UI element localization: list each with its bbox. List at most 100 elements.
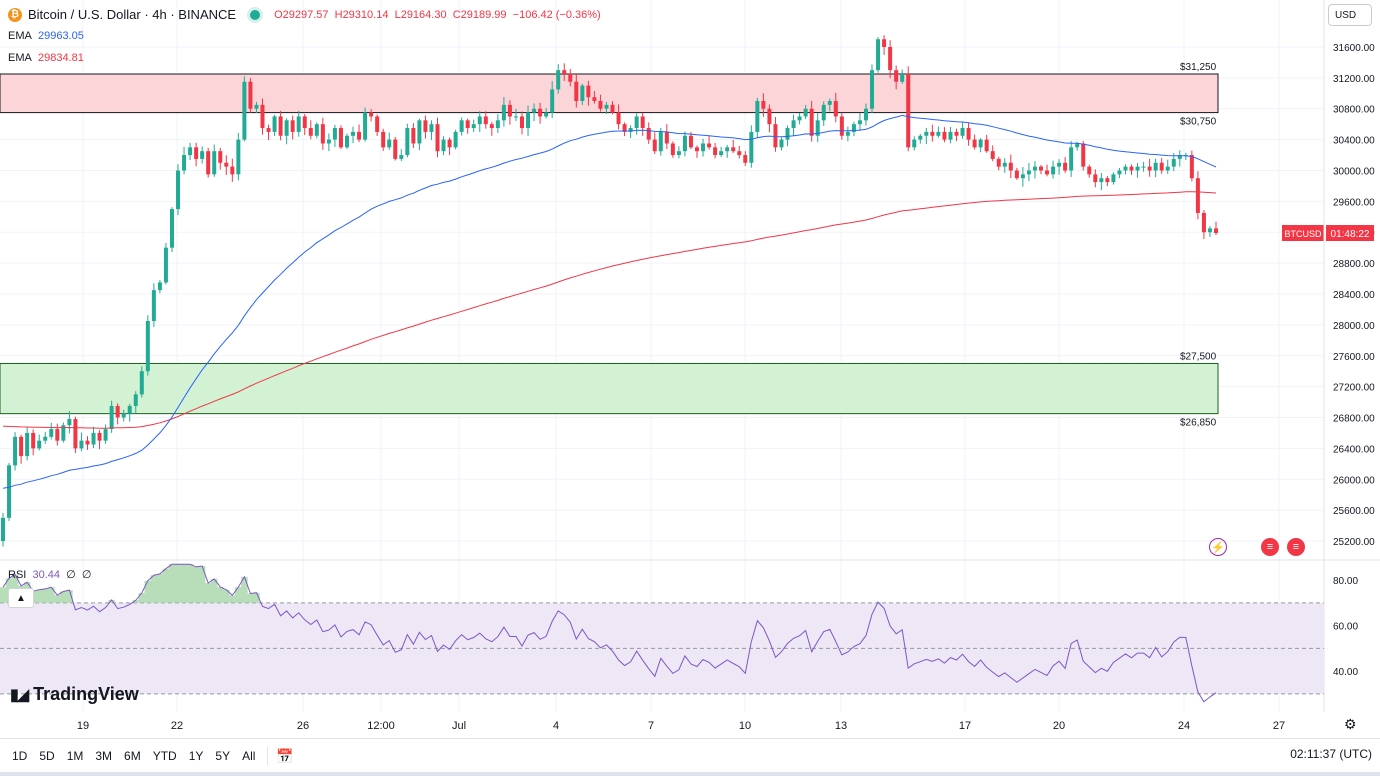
candle xyxy=(785,128,790,140)
us-flag-icon[interactable]: ≡ xyxy=(1261,538,1279,556)
candle xyxy=(670,143,675,156)
timeframe-1m[interactable]: 1M xyxy=(66,749,84,763)
candle xyxy=(761,101,766,109)
y-tick-label: 30000.00 xyxy=(1333,166,1375,177)
candle xyxy=(61,425,66,441)
gear-icon[interactable]: ⚙ xyxy=(1344,716,1357,732)
candle xyxy=(906,74,911,148)
candle xyxy=(755,101,760,132)
candle xyxy=(417,120,422,144)
price-chart[interactable]: 25200.00 25600.00 26000.00 26400.00 26800.00… xyxy=(0,0,1380,740)
candle xyxy=(1129,166,1134,171)
candle xyxy=(797,116,802,121)
x-tick-label: 19 xyxy=(77,720,89,732)
candle xyxy=(592,97,597,102)
candle xyxy=(393,139,398,159)
candle xyxy=(1026,170,1031,175)
candle xyxy=(127,405,132,414)
timeframe-all[interactable]: All xyxy=(242,749,256,763)
price-tag-countdown-text: 01:48:22 xyxy=(1331,229,1370,240)
candle xyxy=(628,128,633,132)
timeframe-bar: 1D 5D 1M 3M 6M YTD 1Y 5Y All 📅 xyxy=(0,738,1380,773)
lightning-icon[interactable]: ⚡ xyxy=(1209,538,1227,556)
ema-slow-legend[interactable]: EMA 29834.81 xyxy=(8,52,84,64)
candle xyxy=(97,432,102,441)
candle xyxy=(550,89,555,113)
candle xyxy=(278,116,283,136)
candle xyxy=(930,131,935,136)
candle xyxy=(1093,174,1098,183)
candle xyxy=(725,147,730,152)
candle xyxy=(260,104,265,129)
candle xyxy=(616,112,621,125)
candle xyxy=(827,101,832,105)
candle xyxy=(803,108,808,117)
candle xyxy=(435,124,440,152)
candle xyxy=(423,120,428,132)
candle xyxy=(815,120,820,136)
x-tick-label: 13 xyxy=(835,720,847,732)
rsi-label: RSI xyxy=(8,569,27,581)
candle xyxy=(984,139,989,152)
candle xyxy=(1081,143,1086,167)
candle xyxy=(894,70,899,82)
candle xyxy=(713,147,718,156)
candle xyxy=(634,116,639,129)
resistance-zone xyxy=(0,73,1219,114)
candle xyxy=(13,436,18,466)
y-tick-label: 26400.00 xyxy=(1333,444,1375,455)
price-tag-countdown xyxy=(1326,225,1374,242)
candle xyxy=(544,112,549,117)
timeframe-5y[interactable]: 5Y xyxy=(215,749,231,763)
timeframe-5d[interactable]: 5D xyxy=(39,749,55,763)
candle xyxy=(833,101,838,117)
x-tick-label: 24 xyxy=(1178,720,1190,732)
candle xyxy=(568,74,573,82)
tv-logo-icon: ▮◢ xyxy=(10,686,29,704)
candle xyxy=(1038,166,1043,171)
rsi-param-1: ∅ xyxy=(66,569,76,581)
candle xyxy=(495,120,500,129)
candle xyxy=(1020,174,1025,179)
candle xyxy=(254,104,259,109)
tradingview-logo[interactable]: ▮◢ TradingView xyxy=(10,684,139,705)
candle xyxy=(230,166,235,175)
candle xyxy=(169,209,174,248)
candle xyxy=(990,151,995,159)
ema-fast-legend[interactable]: EMA 29963.05 xyxy=(8,30,84,42)
timeframe-1y[interactable]: 1Y xyxy=(188,749,204,763)
timeframe-ytd[interactable]: YTD xyxy=(152,749,177,763)
candle xyxy=(701,143,706,152)
rsi-tick-label: 60.00 xyxy=(1333,622,1358,633)
timeframe-6m[interactable]: 6M xyxy=(124,749,141,763)
utc-clock[interactable]: 02:11:37 (UTC) xyxy=(1290,747,1372,761)
candle xyxy=(1201,212,1206,233)
candle xyxy=(513,116,518,118)
candle xyxy=(115,405,120,418)
candle xyxy=(791,120,796,129)
y-tick-label: 25200.00 xyxy=(1333,537,1375,548)
symbol-title[interactable]: Bitcoin / U.S. Dollar · 4h · BINANCE xyxy=(28,7,237,22)
candle xyxy=(604,104,609,109)
candle xyxy=(1087,166,1092,175)
candle xyxy=(538,108,543,117)
candle xyxy=(1069,147,1074,171)
zone-top-label: $31,250 xyxy=(1180,62,1217,73)
us-flag-icon[interactable]: ≡ xyxy=(1287,538,1305,556)
candle xyxy=(888,46,893,71)
rsi-legend[interactable]: RSI 30.44 ∅ ∅ xyxy=(8,568,91,581)
candle xyxy=(242,81,247,140)
ema-slow-line xyxy=(2,191,1217,429)
ohlc-change: −106.42 (−0.36%) xyxy=(512,8,601,21)
candle xyxy=(851,124,856,132)
candle xyxy=(936,131,941,136)
timeframe-3m[interactable]: 3M xyxy=(95,749,113,763)
candle xyxy=(332,128,337,140)
rsi-tick-label: 40.00 xyxy=(1333,667,1358,678)
calendar-range-icon[interactable]: 📅 xyxy=(276,747,294,764)
chevron-up-icon[interactable]: ▲ xyxy=(8,588,34,608)
candle xyxy=(85,440,90,445)
timeframe-1d[interactable]: 1D xyxy=(12,749,28,763)
currency-button[interactable]: USD xyxy=(1328,4,1372,26)
candle xyxy=(501,104,506,121)
